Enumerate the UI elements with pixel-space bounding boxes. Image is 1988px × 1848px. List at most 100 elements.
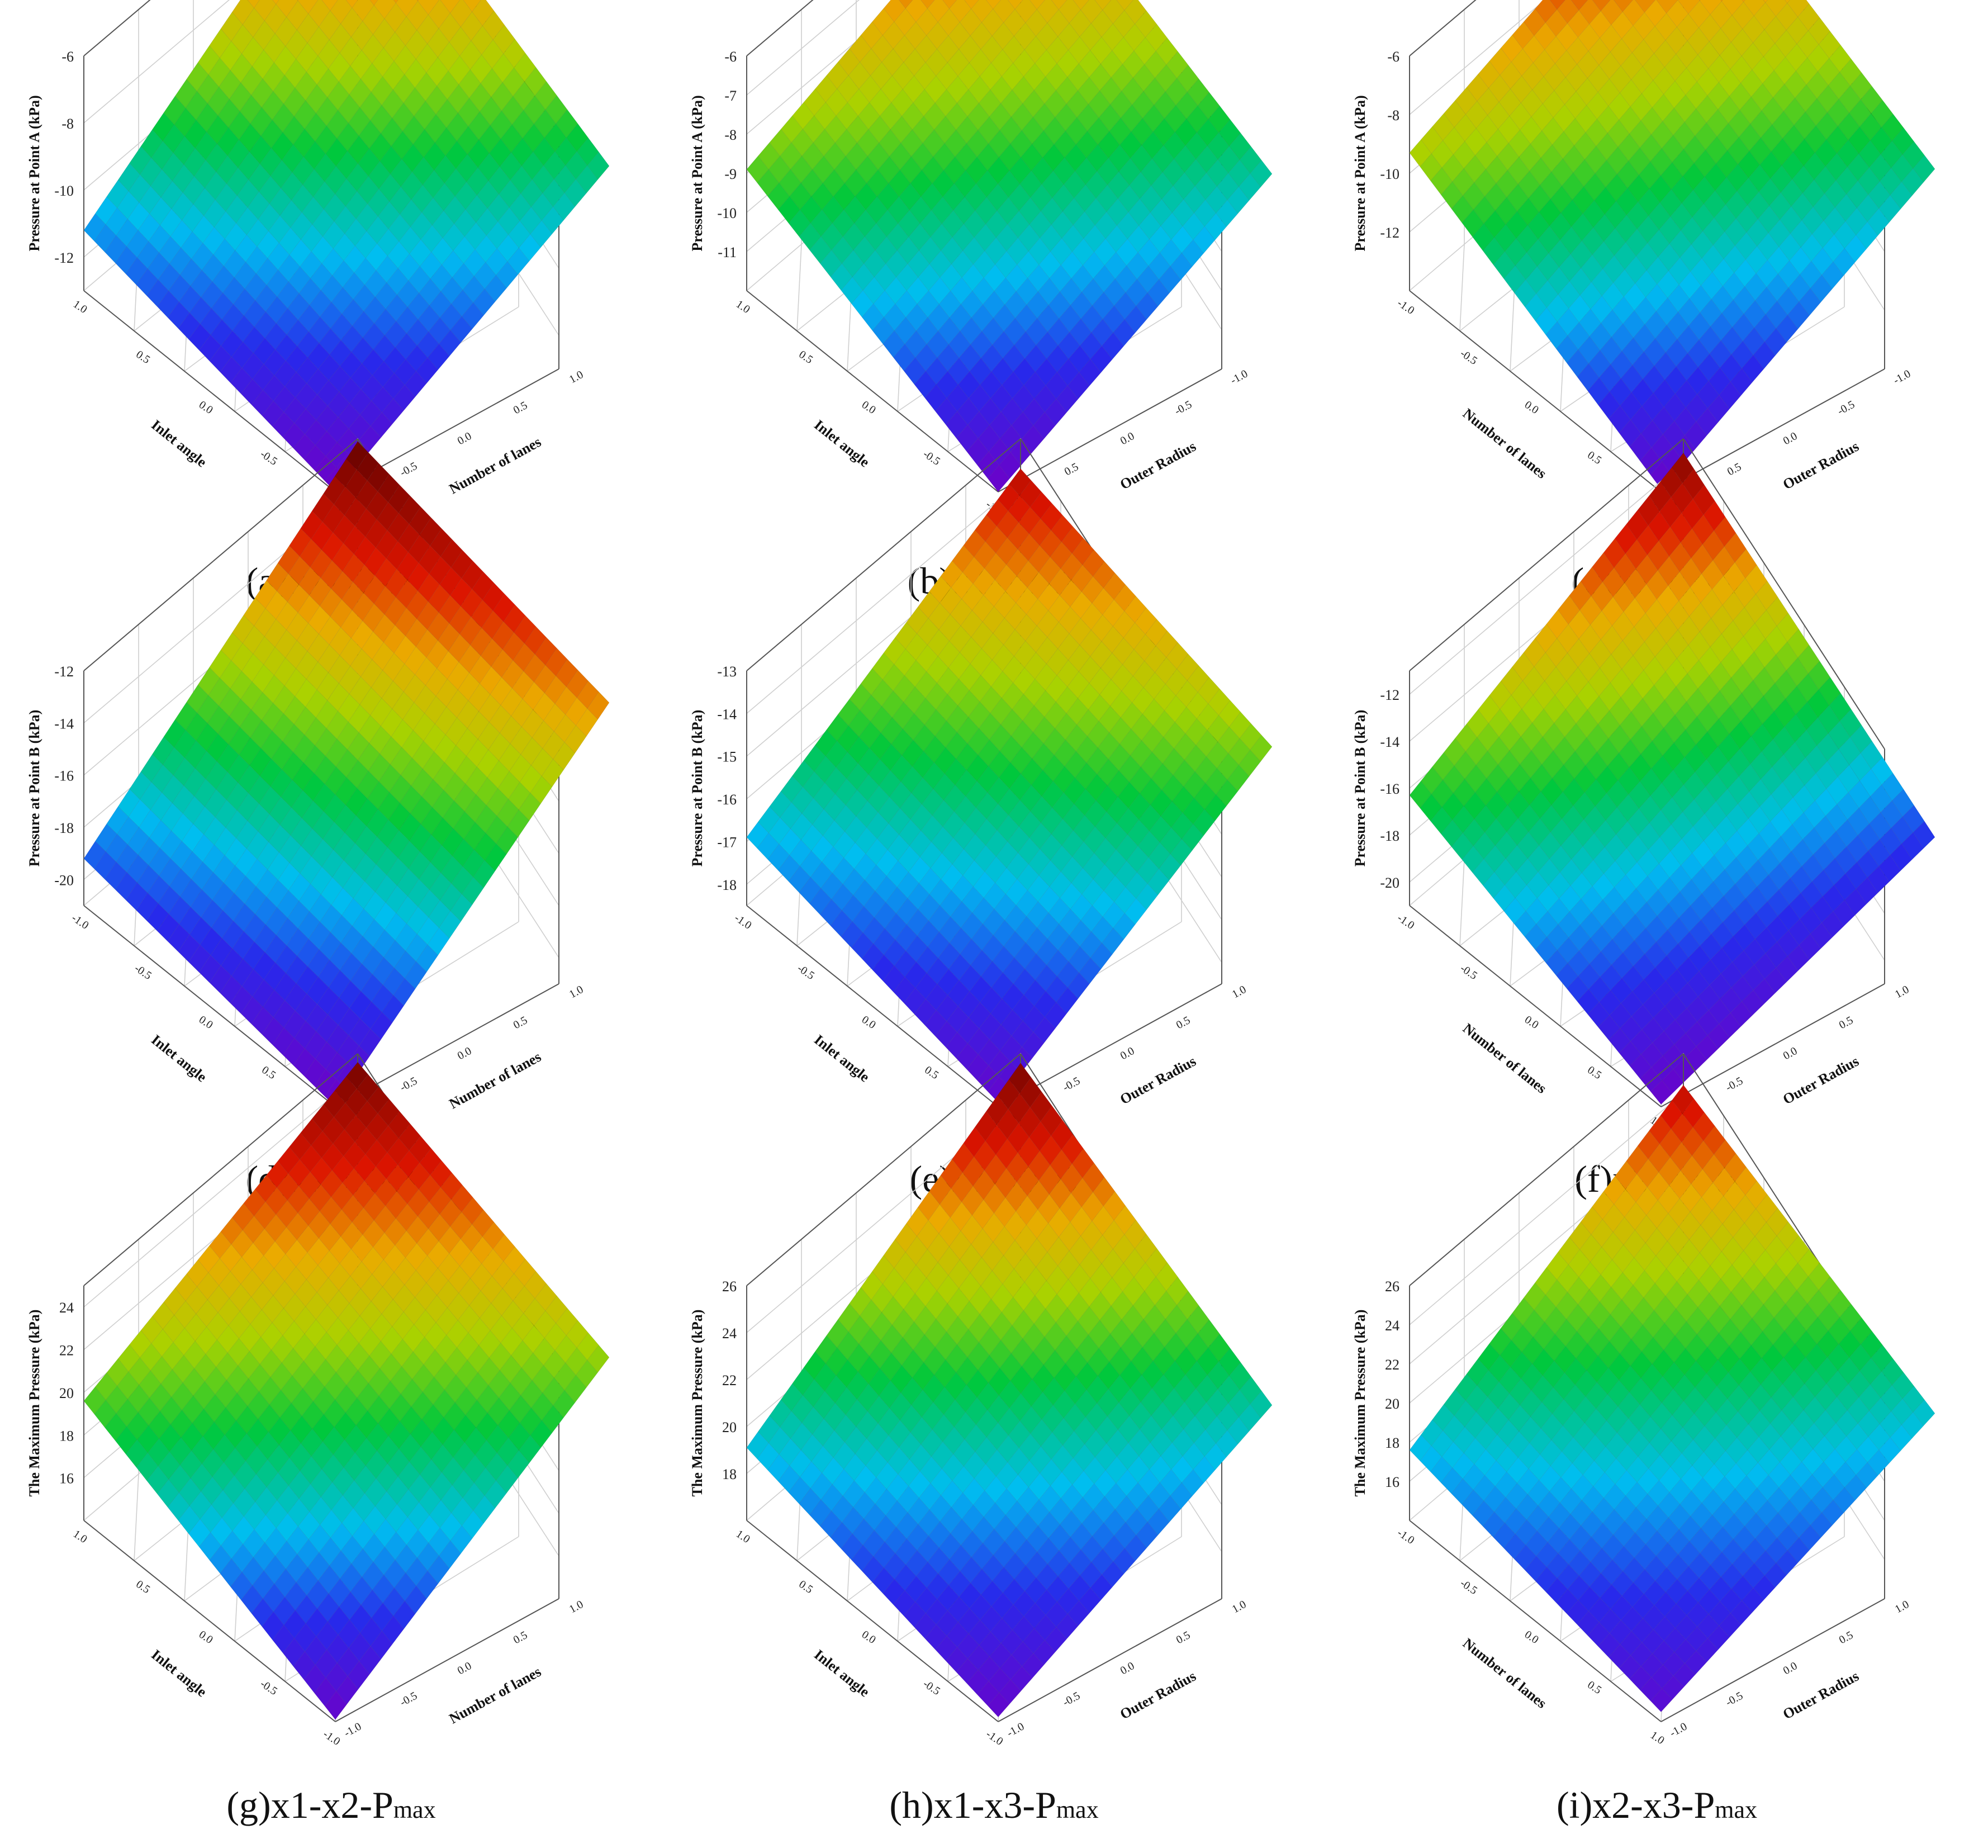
surface-cell: [473, 1495, 496, 1524]
z-axis-label: Pressure at Point B (kPa): [1352, 710, 1368, 867]
x-tick-label: -0.5: [258, 448, 280, 468]
surface-cell: [518, 234, 541, 262]
surface-cell: [1901, 832, 1924, 860]
z-tick-label: -14: [54, 715, 74, 732]
x-tick-label: -0.5: [921, 448, 943, 468]
z-tick-label: -13: [717, 664, 737, 680]
surface-cell: [359, 1029, 382, 1057]
surface-cell: [1250, 160, 1273, 188]
surface-cell: [1890, 843, 1913, 871]
surface-cell: [1067, 972, 1090, 999]
x-axis-label: Inlet angle: [811, 416, 872, 470]
x-tick-label: 0.5: [134, 1578, 152, 1596]
surface-cell: [1913, 821, 1935, 849]
x-tick-label: -1.0: [1395, 297, 1417, 317]
y-tick-label: -1.0: [1228, 367, 1250, 387]
axis-line: [1660, 983, 1885, 1107]
x-tick-label: 0.5: [134, 348, 152, 366]
z-tick-label: -16: [1380, 781, 1399, 797]
surface-panel-6: -20 -18 -16 -14 -12 Pressure at Point B (kPa)…: [1326, 438, 1988, 1230]
surface-cell: [576, 165, 598, 194]
y-tick-label: -0.5: [398, 1074, 419, 1094]
z-tick-label: -16: [717, 792, 737, 808]
response-surface: [1409, 0, 1935, 490]
z-tick-label: 16: [59, 1471, 74, 1487]
y-tick-label: 1.0: [1230, 983, 1249, 1001]
surface-cell: [1719, 1012, 1742, 1038]
x-axis-label: Number of lanes: [1460, 1020, 1550, 1097]
axis-line: [335, 1598, 559, 1722]
surface-cell: [1044, 1002, 1067, 1029]
z-tick-label: -16: [54, 768, 74, 784]
surface-cell: [1227, 1416, 1250, 1444]
surface-cell: [1204, 213, 1227, 240]
z-axis-label: Pressure at Point A (kPa): [1352, 95, 1368, 251]
surface-cell: [381, 398, 404, 424]
y-tick-label: -0.5: [398, 459, 419, 479]
surface-cell: [564, 179, 587, 207]
z-tick-label: -17: [717, 834, 737, 850]
surface-panel-8: 18 20 22 24 26 The Maximum Pressure (kPa) 1.0 0…: [663, 1053, 1325, 1848]
surface-cell: [484, 1480, 507, 1509]
z-tick-label: -20: [54, 872, 74, 888]
surface-panel-2: -11 -10 -9 -8 -7 -6 Pressure at Point A (kPa) 1…: [663, 0, 1325, 615]
axis-line: [746, 905, 999, 1107]
axis-line: [746, 290, 999, 492]
surface-cell: [1181, 1469, 1204, 1496]
surface-cell: [530, 220, 553, 248]
z-axis-label: Pressure at Point A (kPa): [689, 95, 705, 251]
z-tick-label: -6: [724, 49, 737, 65]
z-tick-label: -10: [717, 205, 737, 221]
surface-cell: [1592, 0, 1611, 12]
y-tick-label: 0.0: [456, 1045, 474, 1062]
response-surface: [746, 0, 1273, 492]
surface-cell: [1181, 239, 1204, 267]
z-tick-label: 24: [59, 1300, 74, 1316]
response-surface: [746, 1063, 1273, 1718]
z-tick-label: -9: [724, 166, 737, 182]
surface-panel-5: -18 -17 -16 -15 -14 -13 Pressure at Point B (k…: [663, 438, 1325, 1230]
z-tick-label: -15: [717, 749, 737, 765]
z-tick-label: -6: [1387, 49, 1399, 65]
response-surface: [83, 0, 610, 492]
response-surface: [83, 441, 610, 1107]
y-tick-label: -1.0: [342, 1720, 363, 1740]
surface-cell: [587, 1344, 610, 1373]
surface-cell: [359, 425, 382, 452]
x-tick-label: 0.0: [197, 399, 215, 416]
z-tick-label: -14: [1380, 734, 1399, 750]
gridline: [134, 1473, 139, 1561]
z-tick-label: -8: [61, 116, 74, 132]
surface-cell: [1239, 750, 1261, 777]
x-tick-label: -0.5: [1458, 962, 1480, 982]
surface-cell: [1239, 1404, 1261, 1432]
x-tick-label: 1.0: [71, 298, 89, 316]
axis-line: [1660, 368, 1885, 492]
axis-line: [83, 1053, 358, 1286]
y-tick-label: 1.0: [567, 368, 586, 386]
x-tick-label: -0.5: [132, 962, 154, 982]
z-tick-label: -7: [724, 88, 737, 104]
caption-text: (g)x1-x2-P: [226, 1784, 393, 1826]
y-axis-label: Outer Radius: [1780, 1053, 1862, 1108]
z-axis-label: Pressure at Point A (kPa): [26, 95, 42, 251]
surface-cell: [1250, 735, 1273, 762]
axis-line: [1409, 0, 1477, 56]
surface-cell: [393, 0, 398, 4]
surface-cell: [899, 0, 913, 9]
axis-line: [1409, 905, 1662, 1107]
surface-cell: [1901, 168, 1924, 196]
y-tick-label: 0.0: [1781, 430, 1800, 447]
surface-cell: [297, 0, 319, 15]
surface-cell: [1136, 1522, 1159, 1548]
surface-cell: [336, 1676, 359, 1705]
y-tick-label: 1.0: [567, 1598, 586, 1615]
z-axis-label: Pressure at Point B (kPa): [26, 710, 42, 867]
surface-cell: [987, 465, 1010, 492]
